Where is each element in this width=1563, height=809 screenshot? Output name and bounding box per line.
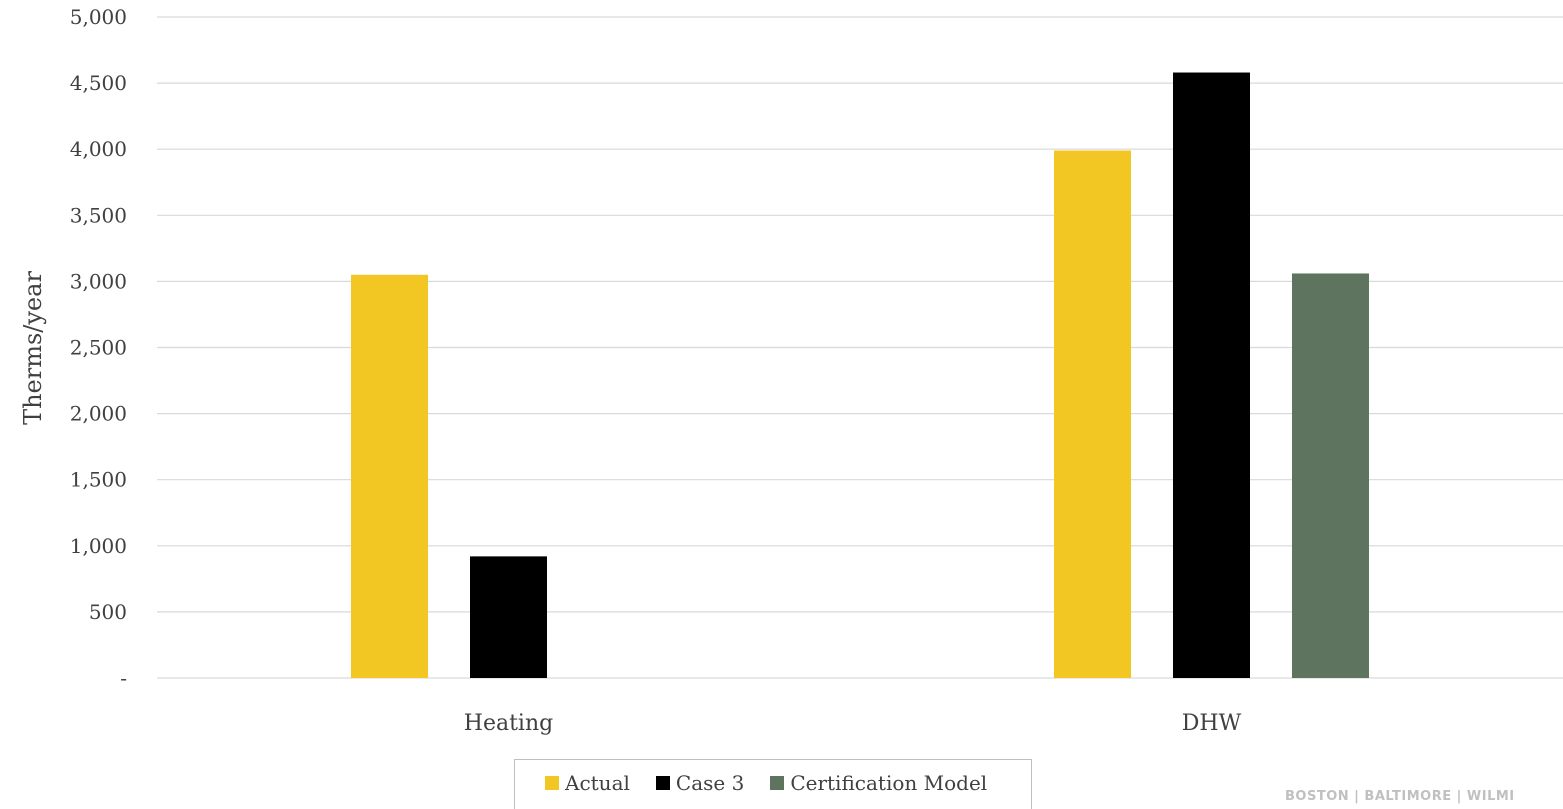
y-tick-label: 500 [89,600,127,624]
y-tick-labels: - 500 1,000 1,500 2,000 2,500 3,000 3,500 4,000 4… [70,5,127,690]
y-tick-label: 2,000 [70,402,127,426]
legend-label: Certification Model [790,770,988,795]
bar-actual-heating [351,274,428,678]
y-tick-label: 4,500 [70,71,127,95]
legend-label: Actual [565,770,630,795]
bar-case-3-heating [470,556,547,678]
legend-item: Actual [545,771,630,795]
y-tick-label: 1,500 [70,468,127,492]
legend-item: Case 3 [655,770,745,795]
y-tick-label: - [120,666,127,690]
legend-label: Case 3 [675,770,745,795]
bar-actual-dhw [1054,150,1131,679]
category-label: Heating [464,711,553,736]
y-tick-label: 3,500 [70,203,127,227]
legend-swatch [770,775,785,790]
bar-certification-model-dhw [1292,273,1369,678]
y-tick-label: 4,000 [70,137,127,161]
y-tick-label: 1,000 [70,534,127,558]
legend-swatch [545,775,559,790]
bar-case-3-dhw [1173,72,1250,679]
bars [351,72,1369,679]
legend-item: Certification Model [770,771,987,795]
y-tick-label: 5,000 [70,5,127,29]
y-tick-label: 3,000 [70,269,127,293]
legend: Actual Case 3 Certification Model [514,759,1032,809]
category-labels: Heating DHW [464,711,1242,736]
y-tick-label: 2,500 [70,336,127,360]
category-label: DHW [1182,711,1242,736]
legend-swatch [655,775,670,790]
y-axis-label: Therms/year [19,271,47,425]
footer-tagline: BOSTON | BALTIMORE | WILMI [1285,789,1515,804]
